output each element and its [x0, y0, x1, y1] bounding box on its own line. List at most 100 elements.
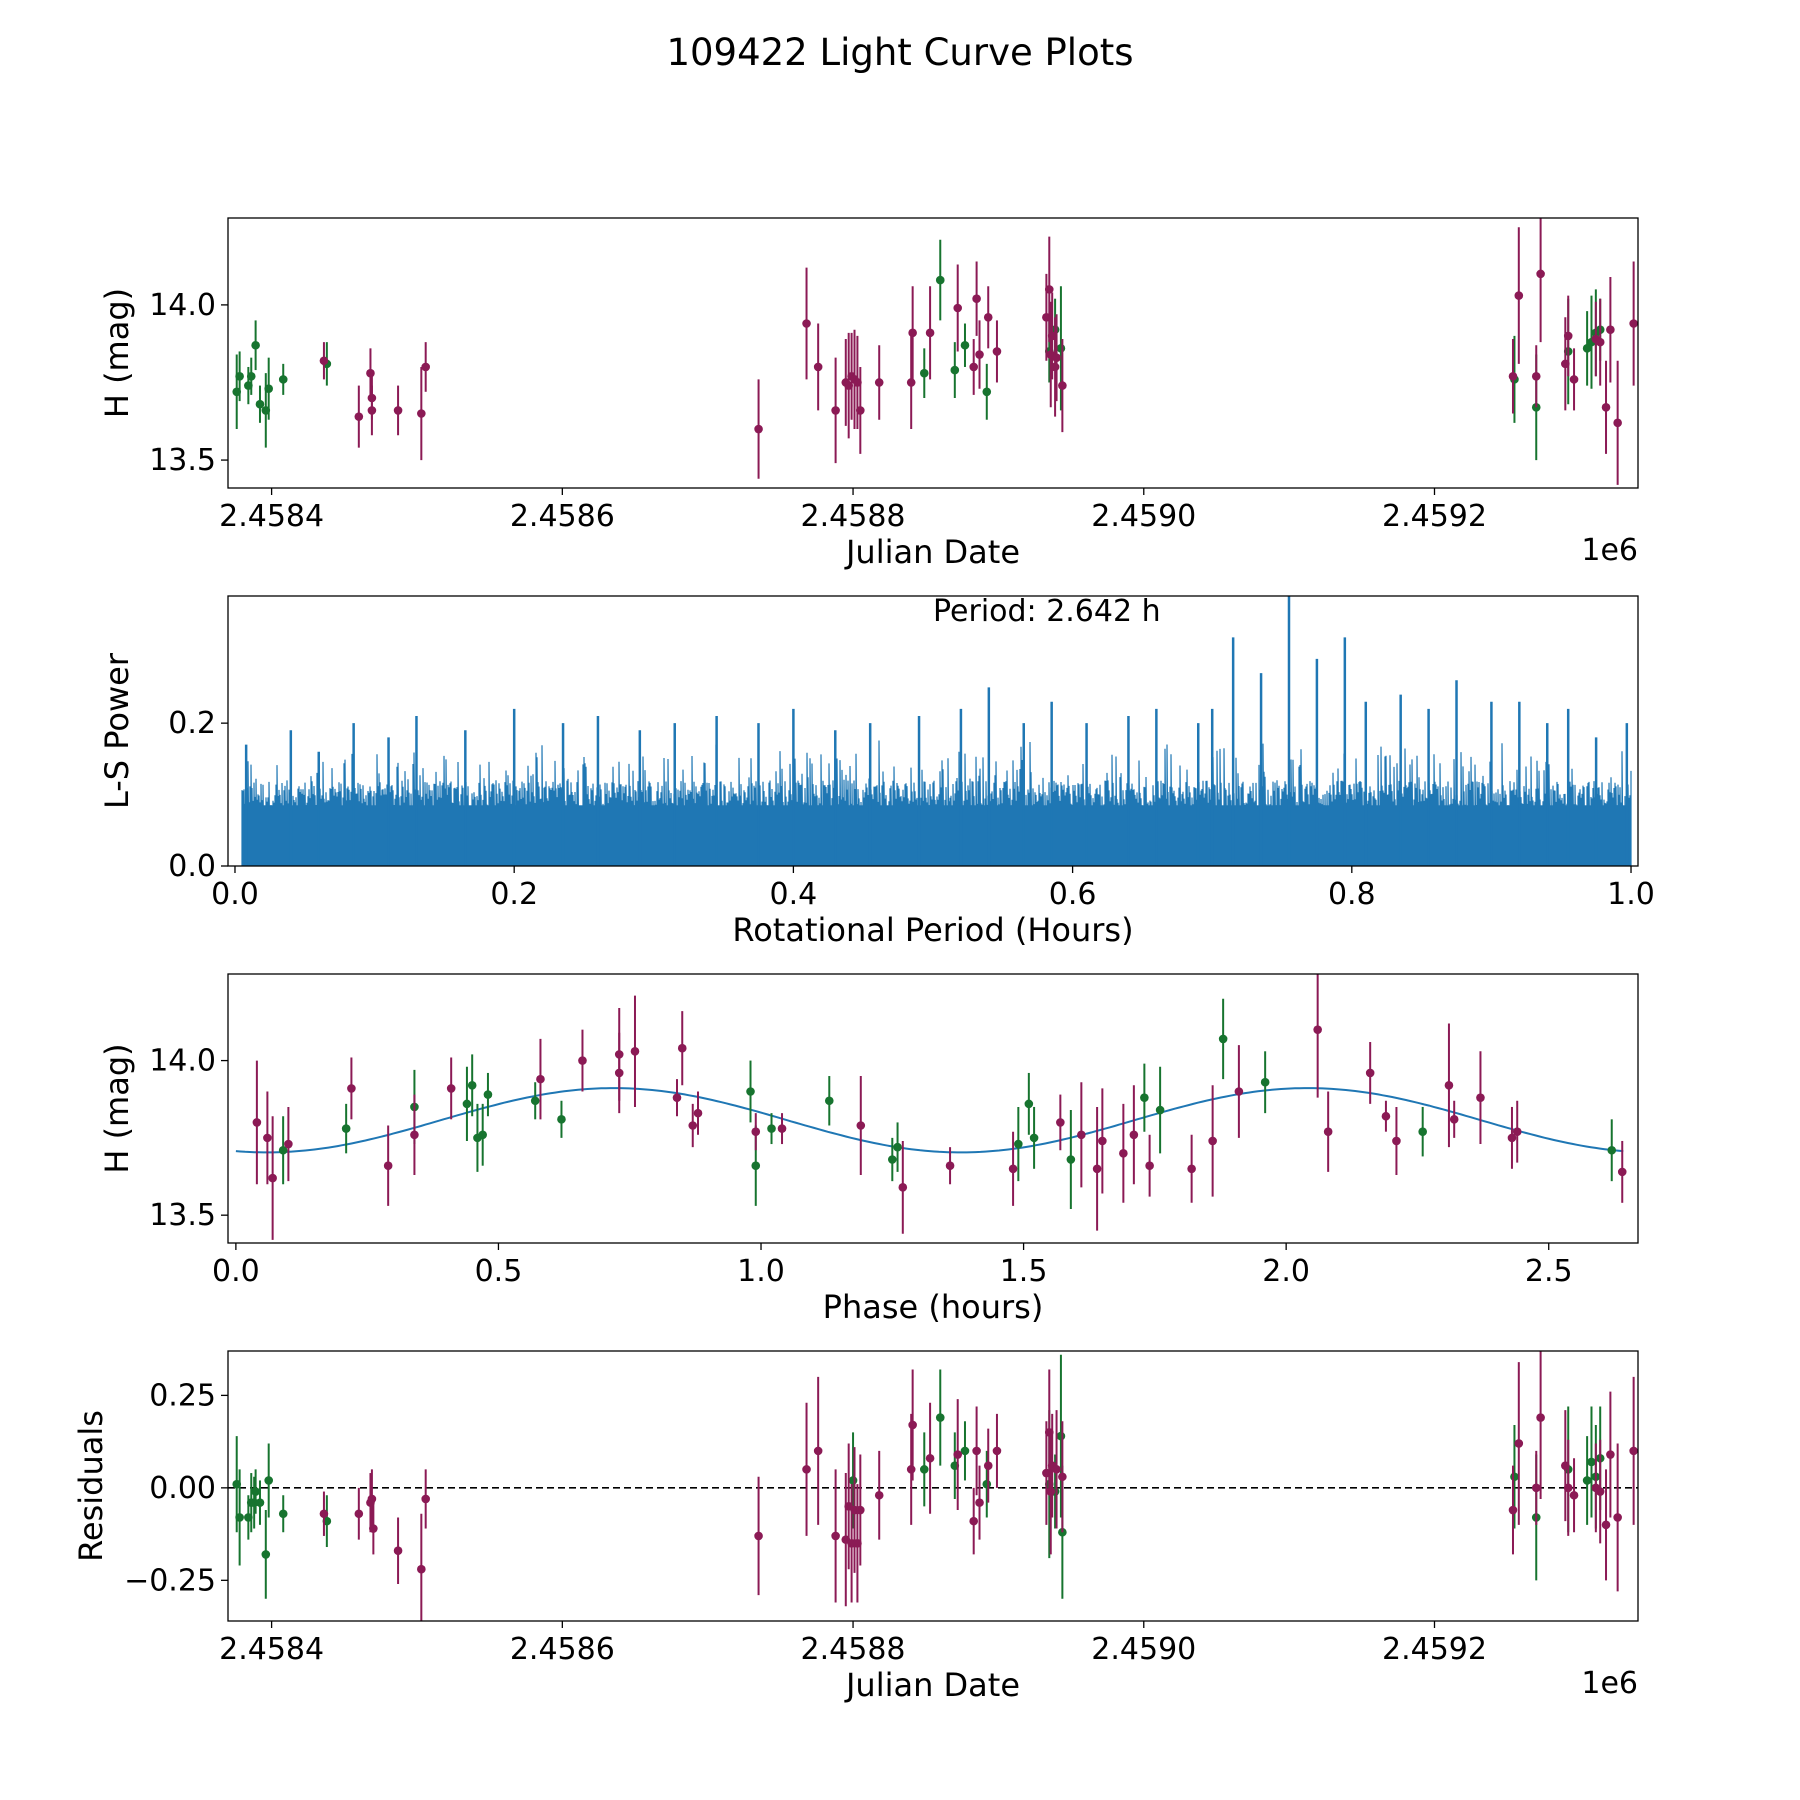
- phased-red-point-13: [672, 1093, 682, 1102]
- lightcurve-red-point-34: [1058, 381, 1067, 390]
- residuals-red-point-5: [393, 1546, 403, 1556]
- lightcurve-green-point-12: [950, 365, 960, 375]
- phased-green-point-9: [557, 1115, 566, 1124]
- residuals-green-point-11: [848, 1476, 858, 1485]
- lightcurve-axes-frame: [227, 217, 1639, 489]
- phased-ytick-label-0: 13.5: [149, 1198, 216, 1233]
- lightcurve-red-point-36: [1514, 291, 1524, 300]
- lightcurve-red-point-5: [393, 406, 403, 415]
- phased-red-point-21: [945, 1161, 955, 1171]
- lightcurve-green-point-11: [935, 275, 945, 285]
- phased-green-point-15: [893, 1142, 902, 1152]
- residuals-green-point-6: [255, 1498, 265, 1507]
- phased-green-point-23: [1260, 1077, 1270, 1087]
- residuals-red-point-39: [1563, 1483, 1573, 1493]
- lightcurve-red-point-23: [969, 362, 979, 372]
- lightcurve-series-red: [319, 218, 1638, 485]
- phased-red-point-14: [677, 1043, 687, 1053]
- residuals-red-point-32: [1052, 1465, 1061, 1474]
- residuals-red-point-11: [831, 1531, 840, 1541]
- residuals-red-point-33: [1058, 1472, 1067, 1482]
- lightcurve-red-point-11: [831, 406, 840, 415]
- phased-green-point-18: [1029, 1133, 1039, 1143]
- phased-red-point-6: [410, 1130, 419, 1140]
- residuals-red-point-25: [975, 1498, 984, 1507]
- lightcurve-green-point-10: [919, 368, 929, 378]
- residuals-red-point-17: [856, 1505, 865, 1515]
- phased-red-point-38: [1444, 1081, 1454, 1090]
- figure-title: 109422 Light Curve Plots: [666, 31, 1133, 74]
- lightcurve-xlabel: Julian Date: [844, 533, 1020, 571]
- phased-red-point-19: [856, 1121, 866, 1130]
- phased-red-point-1: [263, 1133, 272, 1143]
- residuals-red-point-24: [972, 1446, 981, 1456]
- residuals-red-point-36: [1536, 1413, 1545, 1422]
- phased-green-point-16: [1014, 1139, 1023, 1149]
- residuals-x-offset-label: 1e6: [1581, 1666, 1638, 1701]
- residuals-red-point-22: [953, 1450, 963, 1459]
- phased-red-point-15: [688, 1121, 698, 1130]
- phased-red-point-31: [1208, 1136, 1217, 1146]
- lightcurve-red-point-32: [1050, 362, 1060, 372]
- residuals-green-point-21: [1510, 1472, 1519, 1482]
- residuals-red-point-44: [1606, 1450, 1615, 1459]
- phased-red-point-35: [1365, 1068, 1375, 1078]
- residuals-axes-frame: [227, 1350, 1639, 1622]
- lightcurve-red-point-18: [874, 378, 884, 387]
- phased-plot-area: [235, 974, 1627, 1240]
- residuals-green-point-15: [960, 1446, 970, 1456]
- residuals-xtick-label-3: 2.4590: [1091, 1632, 1196, 1667]
- lightcurve-xtick-label-1: 2.4586: [510, 499, 615, 534]
- periodogram-ylabel: L-S Power: [98, 652, 136, 809]
- phased-green-point-12: [767, 1124, 776, 1133]
- phased-red-point-43: [1617, 1167, 1627, 1177]
- phased-green-point-4: [467, 1081, 477, 1090]
- periodogram-xtick-label-1: 0.2: [490, 877, 538, 912]
- residuals-red-point-43: [1601, 1520, 1611, 1530]
- lightcurve-red-point-7: [421, 362, 430, 372]
- phased-red-point-18: [777, 1124, 787, 1133]
- residuals-red-point-4: [369, 1524, 378, 1533]
- lightcurve-xtick-label-0: 2.4584: [219, 499, 324, 534]
- lightcurve-red-point-8: [754, 424, 763, 434]
- phased-red-point-16: [693, 1108, 703, 1118]
- residuals-red-point-42: [1595, 1487, 1605, 1496]
- lightcurve-red-point-25: [975, 350, 984, 359]
- phased-red-point-33: [1313, 1025, 1322, 1034]
- phased-xtick-label-2: 1.0: [737, 1254, 785, 1289]
- residuals-green-point-12: [919, 1465, 929, 1474]
- phased-red-point-7: [446, 1084, 456, 1093]
- residuals-green-point-8: [264, 1476, 274, 1485]
- lightcurve-red-point-27: [992, 347, 1002, 356]
- lightcurve-red-point-43: [1595, 337, 1605, 347]
- residuals-red-point-18: [874, 1490, 884, 1500]
- phased-red-point-34: [1323, 1127, 1333, 1136]
- residuals-xtick-label-2: 2.4588: [801, 1632, 906, 1667]
- periodogram-xtick-label-2: 0.4: [770, 877, 818, 912]
- periodogram-xtick-label-3: 0.6: [1049, 877, 1097, 912]
- panel-residuals: 2.4584 2.4586 2.4588 2.4590 2.4592 −0.25 0.00 0…: [72, 1350, 1639, 1704]
- phased-green-point-7: [483, 1090, 493, 1099]
- phased-red-point-22: [1008, 1164, 1018, 1174]
- periodogram-ytick-label-1: 0.2: [168, 706, 216, 741]
- lightcurve-ylabel: H (mag): [98, 288, 136, 418]
- lightcurve-green-point-5: [255, 399, 265, 409]
- residuals-red-point-8: [754, 1531, 763, 1541]
- residuals-green-point-9: [278, 1509, 288, 1519]
- residuals-ytick-label-1: 0.00: [149, 1471, 216, 1506]
- lightcurve-green-point-14: [982, 387, 992, 397]
- residuals-red-point-1: [354, 1509, 364, 1519]
- residuals-ylabel: Residuals: [72, 1410, 110, 1562]
- residuals-red-point-21: [925, 1453, 935, 1463]
- residuals-ytick-label-2: 0.25: [149, 1378, 216, 1413]
- residuals-green-point-19: [1056, 1431, 1066, 1441]
- phased-red-point-3: [284, 1139, 293, 1149]
- residuals-green-point-1: [235, 1513, 244, 1522]
- residuals-red-point-46: [1629, 1446, 1638, 1456]
- periodogram-ytick-label-0: 0.0: [168, 849, 216, 884]
- phased-red-point-25: [1092, 1164, 1102, 1174]
- phased-red-point-32: [1234, 1087, 1244, 1096]
- lightcurve-green-point-7: [264, 384, 274, 393]
